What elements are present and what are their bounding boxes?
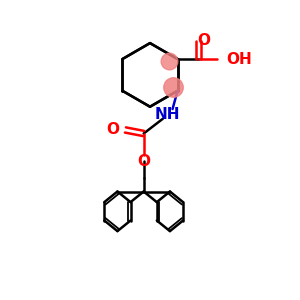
Text: O: O (106, 122, 119, 137)
Text: O: O (197, 33, 211, 48)
Text: O: O (137, 154, 150, 169)
Text: NH: NH (154, 107, 180, 122)
Text: OH: OH (226, 52, 252, 67)
